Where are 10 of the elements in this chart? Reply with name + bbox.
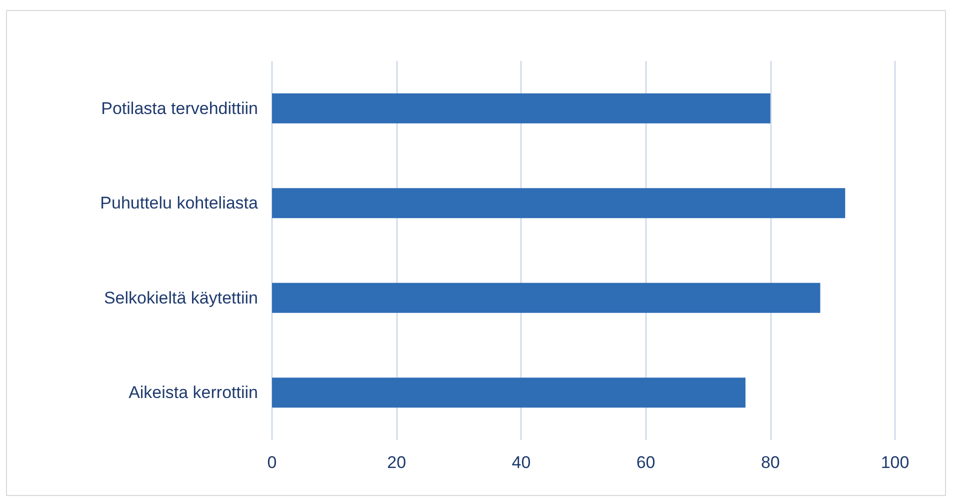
x-tick-label: 40 bbox=[512, 453, 531, 472]
x-tick-label: 60 bbox=[636, 453, 656, 472]
x-tick-label: 20 bbox=[387, 453, 406, 472]
x-tick-label: 80 bbox=[760, 453, 780, 472]
y-tick-label: Selkokieltä käytettiin bbox=[104, 288, 258, 308]
y-tick-label: Potilasta tervehdittiin bbox=[101, 98, 258, 118]
x-tick-label: 100 bbox=[880, 453, 910, 472]
y-tick-label: Puhuttelu kohteliasta bbox=[100, 194, 259, 213]
x-tick-label: 0 bbox=[267, 453, 277, 472]
y-tick-label: Aikeista kerrottiin bbox=[128, 383, 258, 402]
